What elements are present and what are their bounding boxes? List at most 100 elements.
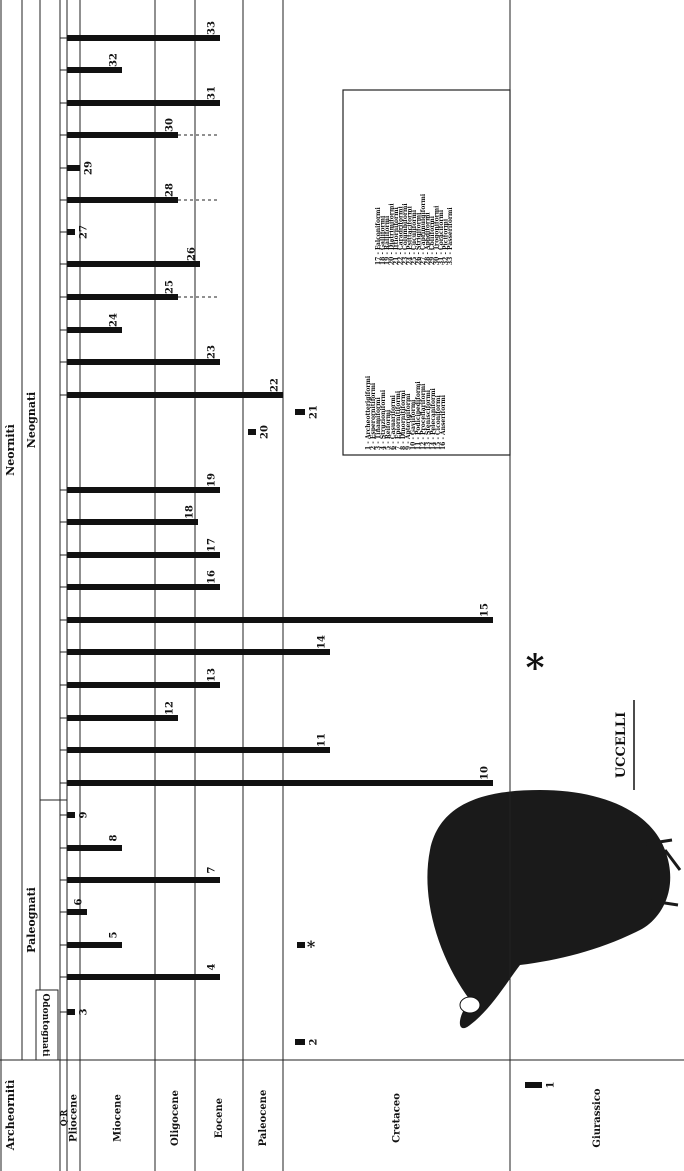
group-label: Odontognati (40, 993, 50, 1057)
range-bar (67, 942, 122, 948)
bar-label: 13 (207, 668, 218, 682)
bar-label: 23 (207, 345, 218, 359)
range-bar (525, 1082, 542, 1088)
legend-entry: 28 - Apodiformi (425, 212, 432, 265)
legend-entry: 24 - Psittaciformi (407, 205, 414, 265)
bar-label: 18 (185, 505, 196, 519)
range-bar (67, 845, 122, 851)
range-bar (295, 409, 305, 415)
range-bar (67, 132, 178, 138)
bar-label: 9 (79, 811, 90, 818)
legend-entry: 25 - Cuculiformi (411, 209, 418, 265)
bar-label: 30 (165, 118, 176, 132)
period-label: Cretaceo (392, 1093, 403, 1143)
legend-entry: 29 - Coliiformi (429, 215, 436, 265)
bar-label: 33 (207, 21, 218, 35)
bar-label: 3 (79, 1008, 90, 1015)
legend-entry: 22 - Caradriformi (398, 206, 405, 265)
legend-entry: 20 - Diatrimiformi (389, 203, 396, 265)
group-label: Archeornitì (4, 1080, 17, 1152)
legend-entry: 8 - Dinornitiformi (400, 389, 407, 450)
bar-label: 26 (187, 247, 198, 261)
period-label: Q·R (59, 1109, 69, 1126)
legend-entry: 5 - Reiformi (385, 409, 392, 450)
range-bar (67, 519, 198, 525)
legend-entry: 4 - Struzioniformi (380, 389, 387, 450)
bar-label: 14 (317, 635, 328, 649)
period-label: Pliocene (69, 1094, 80, 1142)
range-bar (67, 649, 330, 655)
title: UCCELLI (614, 712, 629, 778)
range-bar (67, 552, 220, 558)
odontognati-box (35, 989, 59, 1061)
bar-label: 7 (207, 866, 218, 873)
period-label: Eocene (214, 1098, 225, 1138)
range-bar (248, 429, 256, 435)
bar-label: 24 (109, 313, 120, 327)
range-bar (67, 584, 220, 590)
bar-label: 16 (207, 570, 218, 584)
bar-label: 27 (79, 225, 90, 239)
legend-entry: 19 - Ralliformi (384, 215, 391, 265)
bar-label: 25 (165, 280, 176, 294)
big-asterisk: * (526, 647, 545, 689)
legend-entry: 33 - Passeriformi (447, 207, 454, 265)
range-bar (67, 715, 178, 721)
legend-entry: 27 - Caprimulgiformi (420, 193, 427, 265)
bar-label: 28 (165, 183, 176, 197)
bar-label: 4 (207, 963, 218, 970)
range-bar (67, 294, 178, 300)
bar-label: 15 (480, 603, 491, 617)
legend-entry: 13 - Sfenisciformi (425, 389, 432, 450)
range-bar (67, 197, 178, 203)
range-bar (67, 909, 87, 915)
bar-label: 17 (207, 538, 218, 552)
bar-label: 31 (207, 86, 218, 100)
legend-entry: 21 - Ittiorniformi (393, 206, 400, 265)
legend-entry: 16 - Anseriformi (440, 394, 447, 450)
bar-label: 20 (260, 425, 271, 439)
legend-entry: 2 - Esperornitiformi (370, 382, 377, 450)
group-label: Neognati (25, 392, 38, 448)
bar-label: 22 (270, 378, 281, 392)
legend-entry: 26 - Strigiformi (416, 212, 423, 265)
range-bar (67, 1009, 75, 1015)
range-bar (67, 877, 220, 883)
period-label: Oligocene (170, 1090, 181, 1146)
range-bar (67, 229, 75, 235)
bar-label: 19 (207, 473, 218, 487)
range-bar (67, 67, 122, 73)
legend-entry: 1 - Archeotterigiformi (365, 375, 372, 450)
bar-label: 5 (109, 931, 120, 938)
bar-label: 8 (109, 834, 120, 841)
legend-entry: 18 - Galliformi (380, 215, 387, 265)
legend-entry: 7 - Epiornitiformi (395, 390, 402, 450)
range-bar (67, 261, 200, 267)
legend-entry: 30 - Trogoniformi (434, 205, 441, 265)
period-label: Giurassico (592, 1088, 603, 1148)
range-bar (67, 487, 220, 493)
bird-illustration (427, 790, 682, 1029)
range-bar (297, 942, 305, 948)
range-bar (67, 812, 75, 818)
legend-entry: 6 - Casuariformi (390, 394, 397, 450)
range-bar (67, 165, 80, 171)
legend-entry: 32 - Piciformi (443, 218, 450, 265)
range-bar (67, 747, 330, 753)
bar-label: 11 (317, 733, 328, 747)
period-label: Miocene (113, 1094, 124, 1142)
range-bar (67, 974, 220, 980)
range-bar (67, 682, 220, 688)
bar-label: 6 (74, 898, 85, 905)
range-bar (67, 780, 493, 786)
bar-label: 12 (165, 701, 176, 715)
range-bar (67, 327, 122, 333)
legend-entry: 15 - Ciconiformi (435, 395, 442, 450)
uncertain-label: * (307, 937, 316, 956)
legend-entry: 14 - Pelecaniformi (430, 387, 437, 450)
legend-entry: 23 - Columbiformi (402, 203, 409, 265)
legend-entry: 11 - Podicipediformi (415, 381, 422, 450)
range-bar (67, 392, 283, 398)
group-label: Neornitì (4, 424, 17, 476)
range-bar (67, 617, 493, 623)
